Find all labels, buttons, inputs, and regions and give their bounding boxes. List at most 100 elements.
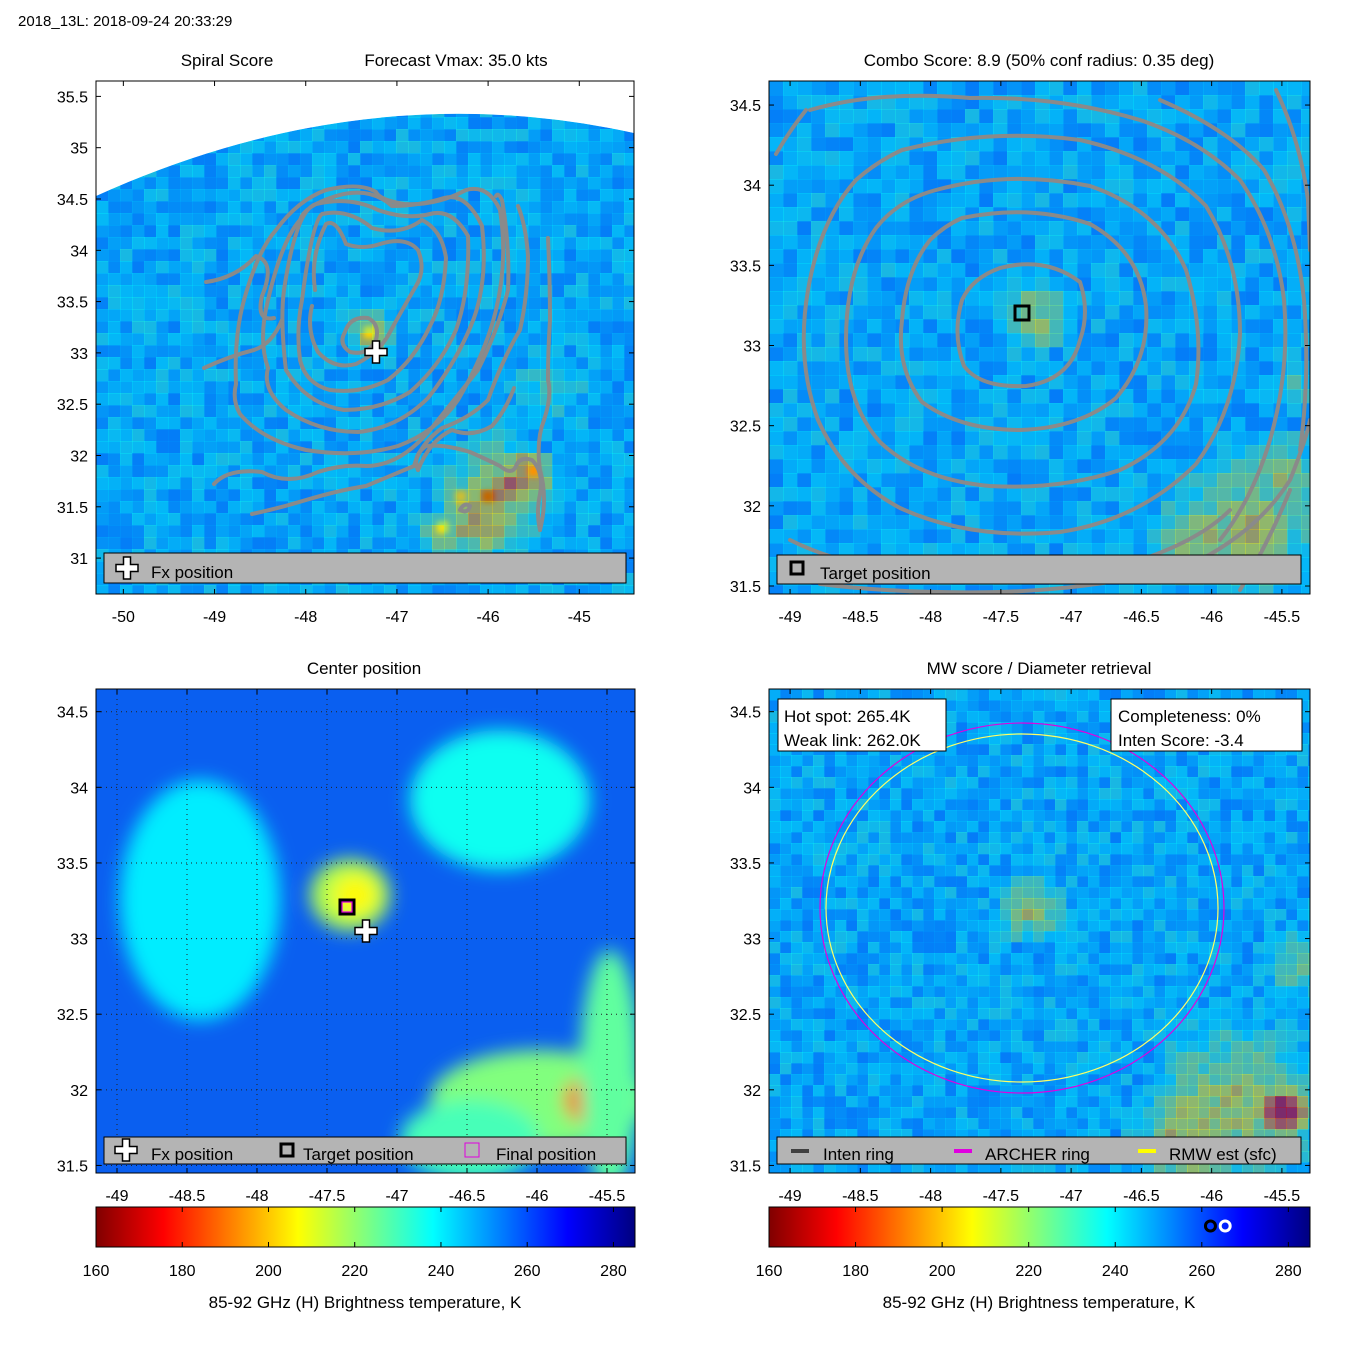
tb-pixel [228,441,241,454]
tb-pixel [868,997,880,1009]
tb-pixel [192,393,205,406]
tb-pixel [204,333,217,346]
tb-pixel [813,810,825,822]
tb-pixel [802,755,814,767]
tb-pixel [769,305,784,320]
tb-pixel [890,964,902,976]
tb-pixel [780,755,792,767]
tb-pixel [1088,810,1100,822]
tb-pixel [811,137,826,152]
tb-pixel [802,942,814,954]
tb-pixel [1110,964,1122,976]
tb-pixel [1091,375,1106,390]
tb-pixel [1055,700,1067,712]
tb-pixel [811,123,826,138]
tb-pixel [564,201,577,214]
tb-pixel [879,931,891,943]
tb-pixel [825,291,840,306]
tb-pixel [444,165,457,178]
tb-pixel [336,249,349,262]
tb-pixel [1253,832,1265,844]
tb-pixel [540,429,553,442]
tb-pixel [132,501,145,514]
tb-pixel [1189,95,1204,110]
tb-pixel [1143,931,1155,943]
tb-pixel [1049,123,1064,138]
tb-pixel [1297,865,1309,877]
tb-pixel [336,477,349,490]
tb-pixel [937,431,952,446]
tb-pixel [1259,333,1274,348]
tb-pixel [1121,777,1133,789]
tb-pixel [1091,585,1106,594]
tb-pixel [132,525,145,538]
tb-pixel [240,477,253,490]
tb-pixel [600,501,613,514]
tb-pixel [96,225,109,238]
tb-pixel [132,261,145,274]
tb-pixel [868,931,880,943]
tb-pixel [516,357,529,370]
tb-pixel [1297,722,1309,734]
tb-pixel [1143,766,1155,778]
tb-pixel [1119,291,1134,306]
tb-pixel [1220,854,1232,866]
tb-pixel [846,799,858,811]
tb-pixel [813,854,825,866]
tb-pixel [180,285,193,298]
tb-pixel [1105,319,1120,334]
tb-pixel [945,744,957,756]
tb-pixel [1209,854,1221,866]
tb-pixel [1187,865,1199,877]
tb-pixel [783,501,798,516]
tb-pixel [324,453,337,466]
tb-pixel [1231,865,1243,877]
tb-pixel [783,95,798,110]
tb-pixel [600,453,613,466]
tb-pixel [909,123,924,138]
tb-pixel [1187,843,1199,855]
tb-pixel [901,843,913,855]
tb-pixel [624,381,634,394]
tb-pixel [300,537,313,550]
tb-pixel [1301,165,1310,180]
tb-pixel [1105,375,1120,390]
tb-pixel [1217,473,1232,488]
tb-pixel [1245,333,1260,348]
tb-pixel [780,887,792,899]
tb-pixel [1007,515,1022,530]
tb-pixel [336,165,349,178]
tb-pixel [1049,389,1064,404]
tb-pixel [1110,920,1122,932]
tb-pixel [1275,876,1287,888]
tb-pixel [1099,700,1111,712]
tb-pixel [1308,876,1310,888]
tb-pixel [552,417,565,430]
tb-pixel [895,543,910,558]
tb-pixel [1035,151,1050,166]
tb-pixel [1021,81,1036,96]
tb-pixel [1147,81,1162,96]
tb-pixel [937,529,952,544]
tb-pixel [492,129,505,142]
tb-pixel [420,513,433,526]
tb-pixel [348,129,361,142]
tb-pixel [824,975,836,987]
tb-pixel [504,585,517,594]
tb-pixel [867,529,882,544]
tb-pixel [1088,876,1100,888]
tb-pixel [1176,689,1188,701]
tb-pixel [360,153,373,166]
tb-pixel [1099,810,1111,822]
tb-pixel [1259,263,1274,278]
tb-pixel [180,165,193,178]
tb-pixel [96,585,109,594]
tb-pixel [1308,689,1310,701]
tb-pixel [839,515,854,530]
tb-pixel [965,501,980,516]
tb-pixel [945,975,957,987]
tb-pixel [1055,931,1067,943]
tb-pixel [989,744,1001,756]
tb-pixel [1297,887,1309,899]
tb-pixel [912,920,924,932]
